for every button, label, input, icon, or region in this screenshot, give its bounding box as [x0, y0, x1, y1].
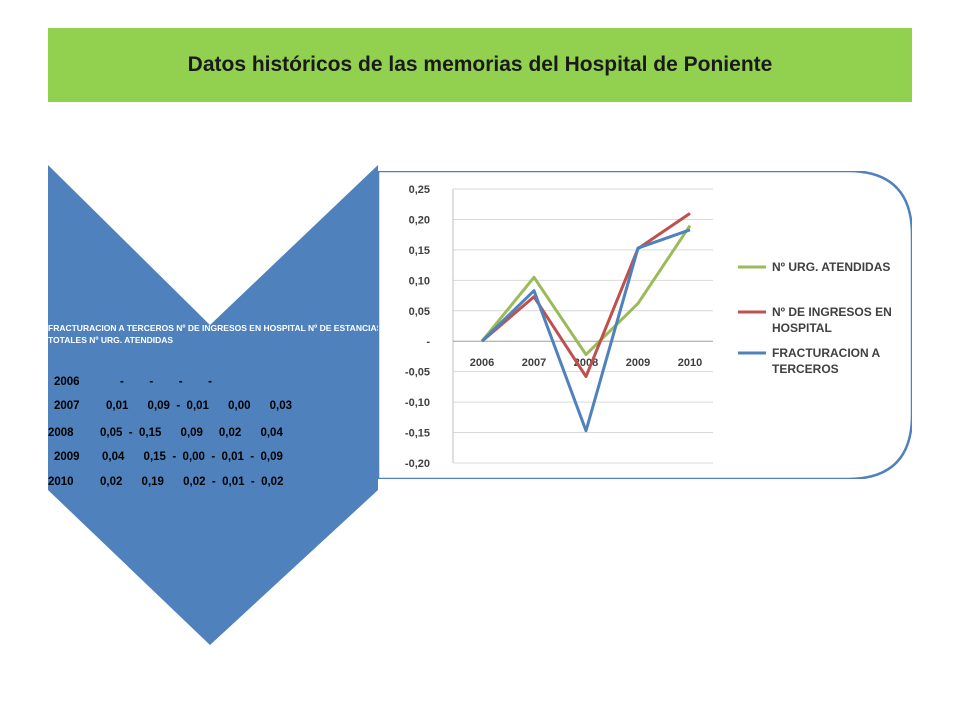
row-values: 0,01 0,09 - 0,01 0,00 0,03 — [106, 400, 293, 412]
y-tick-label: -0,05 — [405, 367, 430, 379]
x-tick-label: 2007 — [522, 357, 546, 369]
y-tick-label: -0,15 — [405, 428, 430, 440]
row-year: 2008 — [48, 427, 74, 439]
series-line — [480, 224, 692, 357]
row-year: 2007 — [54, 400, 80, 412]
legend-label: FRACTURACION A TERCEROS — [772, 346, 881, 376]
x-tick-label: 2009 — [626, 357, 650, 369]
row-year: 2010 — [48, 476, 74, 488]
legend-label: Nº DE INGRESOS EN HOSPITAL — [772, 305, 892, 335]
y-tick-label: 0,15 — [409, 245, 430, 257]
data-table: FRACTURACION A TERCEROS Nº DE INGRESOS E… — [48, 322, 383, 346]
y-tick-label: -0,20 — [405, 458, 430, 470]
row-values: - - - - — [120, 376, 212, 388]
row-values: 0,02 0,19 0,02 - 0,01 - 0,02 — [100, 476, 284, 488]
line-chart: 0,25 0,20 0,15 0,10 0,05 - -0,05 -0,10 -0,15 -0,2… — [378, 171, 912, 479]
x-tick-label: 2010 — [678, 357, 702, 369]
y-tick-label: - — [426, 336, 430, 348]
page-title: Datos históricos de las memorias del Hos… — [187, 53, 773, 76]
title-banner: Datos históricos de las memorias del Hos… — [48, 28, 912, 102]
y-tick-label: -0,10 — [405, 397, 430, 409]
x-tick-label: 2006 — [470, 357, 494, 369]
row-year: 2009 — [54, 451, 80, 463]
series-line — [481, 212, 691, 379]
row-values: 0,05 - 0,15 0,09 0,02 0,04 — [100, 427, 283, 439]
y-tick-label: 0,10 — [409, 275, 430, 287]
y-tick-label: 0,20 — [409, 214, 430, 226]
row-values: 0,04 0,15 - 0,00 - 0,01 - 0,09 — [102, 451, 283, 463]
y-tick-label: 0,25 — [409, 184, 430, 196]
series-line — [480, 228, 691, 433]
y-tick-label: 0,05 — [409, 306, 430, 318]
row-year: 2006 — [54, 376, 80, 388]
legend-label: Nº URG. ATENDIDAS — [772, 260, 890, 274]
table-header: FRACTURACION A TERCEROS Nº DE INGRESOS E… — [48, 323, 383, 345]
